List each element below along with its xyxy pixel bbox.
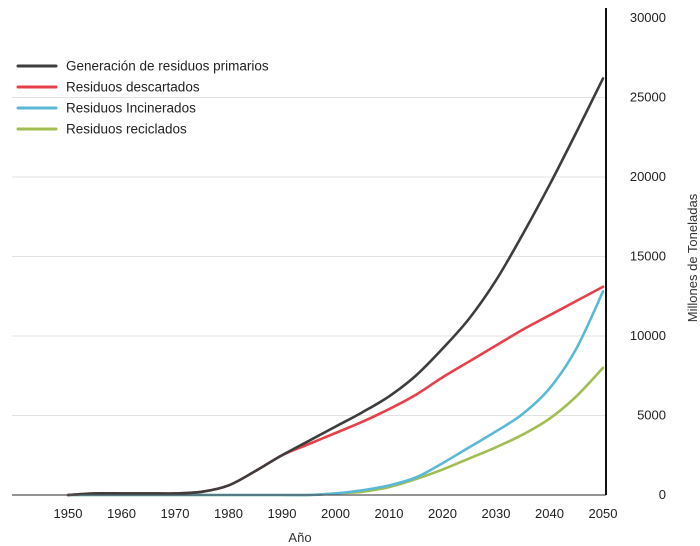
grid-lines: [12, 97, 606, 416]
x-tick-label-1960: 1960: [107, 506, 136, 521]
y-tick-label-20000: 20000: [630, 169, 666, 184]
series-line-3: [66, 290, 605, 497]
x-tick-label-1990: 1990: [268, 506, 297, 521]
y-tick-label-15000: 15000: [630, 249, 666, 264]
x-tick-label-2020: 2020: [428, 506, 457, 521]
series-line-1: [66, 77, 605, 497]
series-line-4: [66, 366, 605, 497]
legend: Generación de residuos primarios Residuos…: [16, 59, 269, 137]
legend-label-4: Residuos reciclados: [66, 122, 187, 137]
legend-label-1: Generación de residuos primarios: [66, 59, 269, 74]
series-lines: [66, 77, 605, 497]
legend-label-2: Residuos descartados: [66, 80, 200, 95]
x-tick-label-2040: 2040: [535, 506, 564, 521]
y-tick-label-30000: 30000: [630, 10, 666, 25]
x-tick-label-2000: 2000: [321, 506, 350, 521]
y-tick-label-25000: 25000: [630, 90, 666, 105]
y-tick-label-10000: 10000: [630, 328, 666, 343]
x-tick-label-2030: 2030: [482, 506, 511, 521]
x-axis-title: Año: [288, 530, 311, 545]
series-line-2: [66, 285, 605, 497]
axes: 1950 1960 1970 1980 1990 2000 2010 2020 2030 2040…: [12, 8, 700, 545]
x-tick-label-2010: 2010: [375, 506, 404, 521]
x-tick-label-1980: 1980: [214, 506, 243, 521]
x-tick-label-1950: 1950: [54, 506, 83, 521]
y-axis-title: Millones de Toneladas: [685, 193, 700, 322]
x-tick-label-1970: 1970: [161, 506, 190, 521]
x-tick-label-2050: 2050: [589, 506, 618, 521]
legend-label-3: Residuos Incinerados: [66, 101, 196, 116]
y-tick-label-5000: 5000: [637, 408, 666, 423]
y-tick-label-0: 0: [659, 487, 666, 502]
